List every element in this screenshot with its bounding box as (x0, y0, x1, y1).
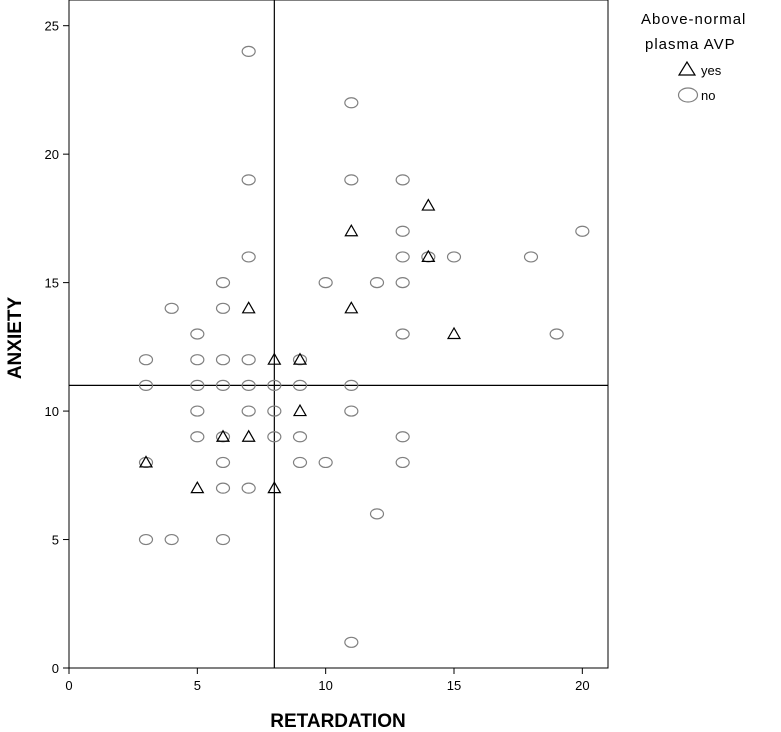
data-point-no (138, 533, 154, 546)
y-tick-label: 20 (45, 147, 59, 162)
data-point-no (395, 431, 410, 443)
data-point-no (395, 456, 410, 469)
data-point-yes (138, 455, 154, 468)
data-point-no (190, 354, 205, 366)
data-point-no (215, 302, 231, 314)
data-point-no (369, 508, 385, 520)
data-point-no (344, 636, 359, 648)
y-tick-label: 5 (52, 533, 59, 548)
legend: Above-normal plasma AVP yes no (641, 11, 746, 103)
x-tick-label: 20 (575, 678, 589, 693)
data-point-no (138, 379, 154, 391)
legend-ellipse-icon (677, 87, 699, 103)
y-axis: 0 5 10 15 20 25 (45, 19, 69, 676)
data-point-no (344, 174, 359, 186)
data-point-no (215, 277, 231, 289)
y-tick-label: 10 (45, 404, 59, 419)
data-point-no (190, 328, 205, 340)
data-point-no (292, 354, 308, 366)
data-point-no (190, 405, 205, 417)
data-point-no (369, 277, 385, 289)
data-point-no (190, 379, 205, 391)
x-tick-label: 5 (194, 678, 201, 693)
data-point-yes (292, 403, 308, 417)
data-point-no (446, 251, 462, 263)
data-point-no (344, 405, 359, 417)
x-tick-label: 0 (65, 678, 72, 693)
y-tick-label: 25 (45, 19, 59, 34)
data-point-no (241, 405, 256, 417)
data-point-no (395, 174, 410, 186)
data-point-no (549, 328, 564, 340)
data-point-no (267, 431, 282, 443)
data-points (138, 45, 590, 648)
x-axis: 0 5 10 15 20 (65, 668, 590, 693)
legend-title-line1: Above-normal (641, 11, 746, 28)
data-point-no (575, 225, 590, 237)
data-point-yes (241, 429, 256, 442)
y-tick-label: 0 (52, 661, 59, 676)
data-point-no (215, 456, 231, 469)
y-tick-label: 15 (45, 276, 59, 291)
data-point-no (241, 354, 256, 366)
data-point-yes (421, 198, 436, 211)
legend-title-line2: plasma AVP (645, 36, 736, 53)
data-point-no (395, 251, 410, 263)
x-tick-label: 10 (318, 678, 332, 693)
data-point-no (215, 354, 231, 366)
data-point-no (523, 251, 539, 263)
data-point-yes (446, 326, 462, 340)
data-point-no (164, 302, 179, 314)
legend-triangle-icon (677, 60, 697, 76)
data-point-no (421, 251, 436, 263)
data-point-no (241, 251, 256, 263)
legend-label-no: no (701, 88, 715, 103)
data-point-yes (241, 301, 256, 314)
data-point-no (215, 379, 231, 391)
reference-lines (69, 0, 608, 668)
data-point-no (318, 277, 333, 289)
legend-label-yes: yes (701, 63, 722, 78)
data-point-yes (267, 480, 282, 494)
y-axis-title: ANXIETY (5, 297, 26, 380)
data-point-no (241, 482, 256, 494)
x-axis-title: RETARDATION (270, 711, 405, 732)
data-point-yes (292, 352, 308, 365)
data-point-no (138, 354, 154, 366)
data-point-no (395, 277, 410, 289)
data-point-no (395, 225, 410, 237)
plot-area-border (68, 0, 609, 669)
data-point-no (241, 379, 256, 391)
data-point-yes (344, 301, 359, 314)
data-point-no (215, 533, 231, 546)
data-point-no (215, 482, 231, 494)
data-point-no (395, 328, 410, 340)
data-point-yes (267, 352, 282, 365)
data-point-yes (215, 429, 231, 442)
data-point-no (215, 431, 231, 443)
data-point-no (344, 97, 359, 109)
data-point-no (344, 379, 359, 391)
data-point-no (267, 379, 282, 391)
data-point-yes (344, 224, 359, 237)
plot-frame (68, 0, 609, 669)
data-point-no (164, 533, 179, 546)
data-point-yes (421, 249, 436, 263)
data-point-no (292, 456, 308, 469)
data-point-no (292, 431, 308, 443)
data-point-no (318, 456, 333, 469)
data-point-yes (190, 480, 205, 494)
data-point-no (292, 379, 308, 391)
data-point-no (241, 174, 256, 186)
data-point-no (190, 431, 205, 443)
data-point-no (138, 456, 154, 469)
x-tick-label: 15 (447, 678, 461, 693)
data-point-no (241, 45, 256, 57)
data-point-no (267, 405, 282, 417)
